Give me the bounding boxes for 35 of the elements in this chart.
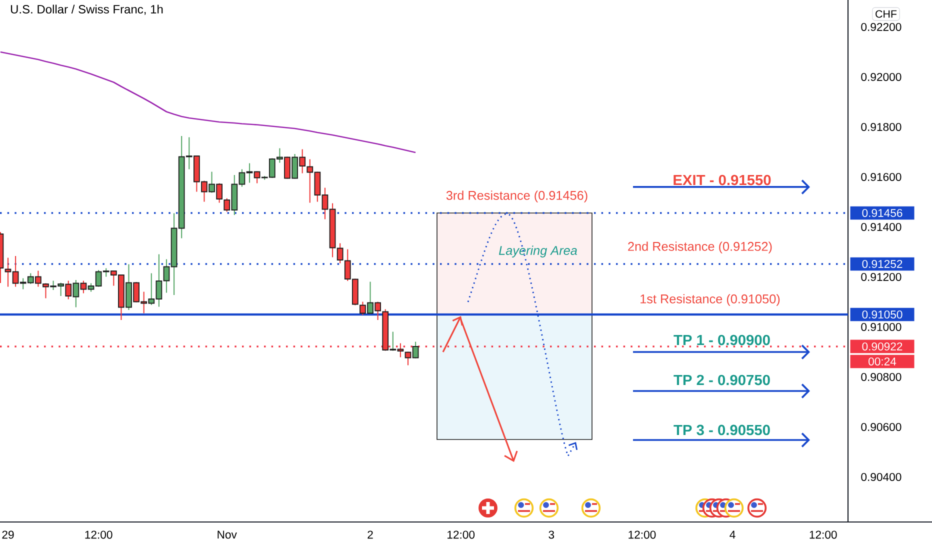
y-tick-label: 0.91600 bbox=[861, 172, 902, 182]
y-tick-label: 0.92200 bbox=[861, 22, 902, 31]
y-tick-label: 0.90400 bbox=[861, 472, 902, 482]
x-tick-label: 12:00 bbox=[448, 530, 475, 539]
y-tick-label: 0.91400 bbox=[861, 222, 902, 232]
y-tick-label: 0.92000 bbox=[861, 72, 902, 81]
x-tick-label: Nov bbox=[218, 530, 237, 539]
annotation: 3rd Resistance (0.91456) bbox=[446, 190, 588, 202]
y-tick-label: 0.91000 bbox=[861, 322, 902, 332]
x-tick-label: 2 bbox=[368, 530, 373, 539]
x-tick-label: 12:00 bbox=[810, 530, 837, 539]
annotation: TP 2 - 0.90750 bbox=[674, 374, 770, 386]
ref-line-label: 0.91050 bbox=[862, 310, 902, 319]
y-tick-label: 0.90800 bbox=[861, 372, 902, 382]
x-tick-label: 3 bbox=[548, 530, 554, 539]
annotation: EXIT - 0.91550 bbox=[674, 174, 771, 186]
text: CHF bbox=[876, 10, 897, 18]
x-tick-label: 12:00 bbox=[628, 530, 656, 539]
chart-title: U.S. Dollar / Swiss Franc, 1h bbox=[10, 4, 163, 15]
candlestick bbox=[336, 242, 344, 264]
text: 00:24 bbox=[868, 357, 896, 366]
annotation: TP 1 - 0.90900 bbox=[674, 334, 770, 346]
x-tick-label: 29 bbox=[2, 530, 14, 539]
annotation: TP 3 - 0.90550 bbox=[674, 424, 770, 436]
x-tick-label: 4 bbox=[730, 530, 736, 539]
annotation: 1st Resistance (0.91050) bbox=[640, 294, 780, 306]
ref-line-label: 0.91252 bbox=[862, 260, 902, 268]
ref-line-label: 0.91456 bbox=[862, 208, 902, 217]
x-tick-label: 12:00 bbox=[85, 530, 112, 539]
y-tick-label: 0.90600 bbox=[861, 422, 902, 432]
ref-line-label: 0.90922 bbox=[862, 342, 902, 350]
annotation: 2nd Resistance (0.91252) bbox=[628, 242, 772, 254]
band-label: Layering Area bbox=[498, 246, 577, 258]
y-tick-label: 0.91200 bbox=[861, 272, 902, 282]
y-tick-label: 0.91800 bbox=[861, 122, 902, 131]
